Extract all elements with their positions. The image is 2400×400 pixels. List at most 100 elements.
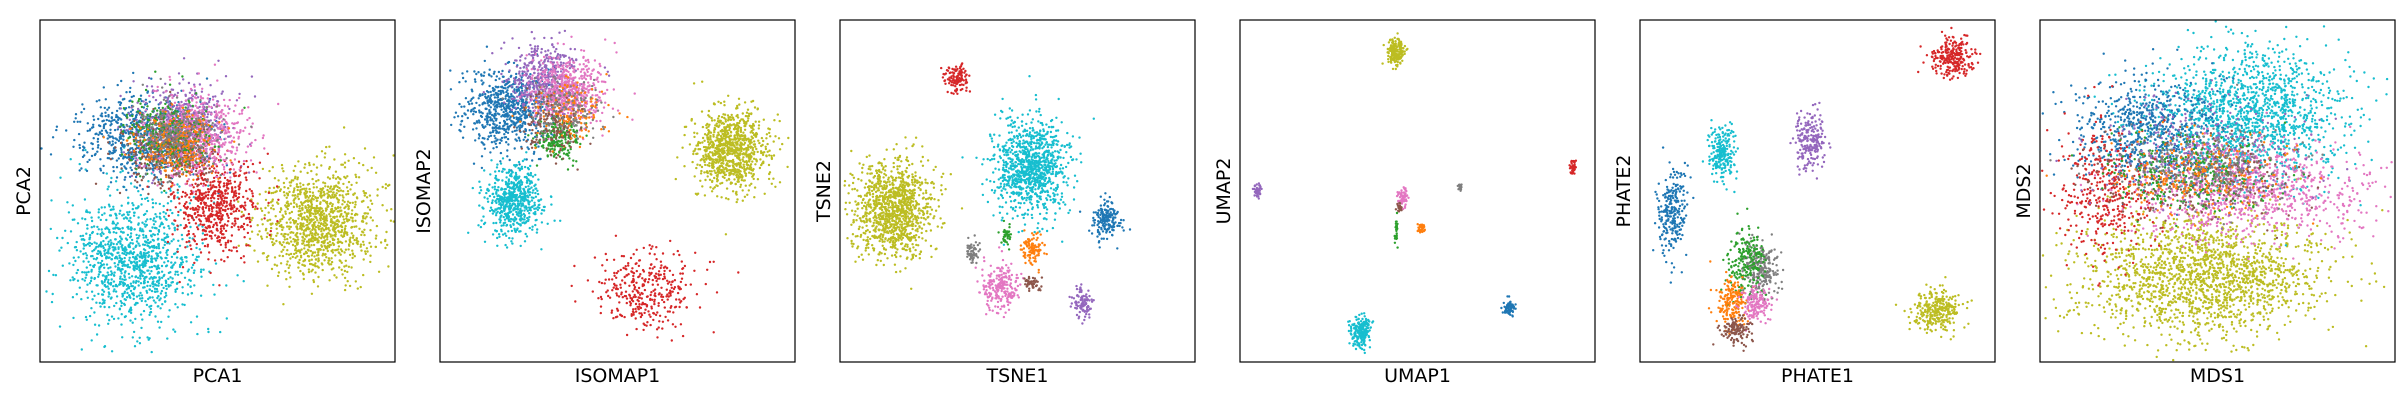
data-point xyxy=(253,95,257,98)
data-point xyxy=(103,266,106,269)
data-point xyxy=(230,190,234,194)
data-point xyxy=(135,279,138,283)
data-point xyxy=(366,250,369,253)
data-point xyxy=(120,323,123,326)
data-point xyxy=(128,175,132,178)
data-point xyxy=(310,258,313,261)
data-point xyxy=(267,191,271,195)
data-point xyxy=(245,171,248,174)
data-point xyxy=(121,112,124,115)
data-point xyxy=(74,113,78,116)
data-point xyxy=(245,151,248,154)
data-point xyxy=(85,290,88,293)
data-point xyxy=(133,345,137,348)
data-point xyxy=(296,195,299,198)
data-point xyxy=(92,257,96,260)
data-point xyxy=(158,156,162,160)
data-point xyxy=(327,257,331,260)
data-point xyxy=(144,109,148,112)
data-point xyxy=(191,93,194,97)
data-point xyxy=(268,169,271,173)
data-point xyxy=(277,179,280,182)
data-point xyxy=(92,123,95,127)
data-point xyxy=(232,172,235,175)
data-point xyxy=(320,237,323,240)
data-point xyxy=(385,230,388,234)
data-point xyxy=(177,72,181,75)
data-point xyxy=(102,246,105,250)
data-point xyxy=(136,340,139,343)
data-point xyxy=(186,245,189,248)
data-point xyxy=(132,264,135,267)
data-point xyxy=(157,106,161,110)
data-point xyxy=(140,99,143,103)
data-point xyxy=(374,171,378,174)
data-point xyxy=(299,223,303,226)
data-point xyxy=(350,266,353,269)
data-point xyxy=(115,223,118,227)
data-point xyxy=(177,210,180,214)
data-point xyxy=(107,106,111,109)
data-point xyxy=(130,228,133,231)
data-point xyxy=(192,190,195,193)
data-point xyxy=(365,222,368,225)
data-point xyxy=(133,117,136,121)
data-point xyxy=(227,112,230,115)
data-point xyxy=(166,240,170,244)
data-point xyxy=(312,163,315,166)
data-point xyxy=(321,263,324,266)
data-point xyxy=(131,147,134,150)
data-point xyxy=(144,225,147,228)
data-point xyxy=(280,163,284,167)
data-point xyxy=(200,268,203,271)
data-point xyxy=(164,300,167,303)
data-point xyxy=(160,257,163,260)
data-point xyxy=(343,230,346,234)
data-point xyxy=(160,320,163,324)
data-point xyxy=(177,239,180,242)
data-point xyxy=(234,171,237,174)
data-point xyxy=(99,218,103,222)
data-point xyxy=(239,181,242,184)
data-point xyxy=(224,129,227,133)
data-point xyxy=(169,271,172,274)
data-point xyxy=(135,128,138,131)
data-point xyxy=(323,219,326,223)
data-point xyxy=(176,270,179,273)
data-point xyxy=(219,138,223,141)
data-point xyxy=(126,202,130,205)
data-point xyxy=(216,127,220,130)
data-point xyxy=(129,166,132,169)
data-point xyxy=(99,233,102,236)
data-point xyxy=(352,157,356,160)
data-point xyxy=(229,199,233,203)
data-point xyxy=(210,105,213,109)
data-point xyxy=(214,234,217,237)
data-point xyxy=(211,231,214,234)
data-point xyxy=(307,240,310,243)
data-point xyxy=(302,240,306,243)
data-point xyxy=(299,182,302,185)
data-point xyxy=(199,270,203,274)
data-point xyxy=(164,173,168,177)
data-point xyxy=(198,192,202,196)
data-point xyxy=(222,165,226,169)
data-point xyxy=(127,112,131,115)
data-point xyxy=(196,228,200,231)
data-point xyxy=(171,181,174,185)
data-point xyxy=(338,194,341,197)
data-point xyxy=(171,96,174,100)
data-point xyxy=(250,141,253,144)
data-point xyxy=(104,243,107,246)
data-point xyxy=(121,244,124,247)
data-point xyxy=(248,116,251,120)
data-point xyxy=(78,162,81,166)
data-point xyxy=(110,241,113,244)
data-point xyxy=(357,161,361,165)
data-point xyxy=(141,265,145,269)
data-point xyxy=(347,192,350,196)
data-point xyxy=(223,176,227,180)
data-point xyxy=(311,228,314,231)
data-point xyxy=(193,284,196,287)
data-point xyxy=(284,204,287,207)
